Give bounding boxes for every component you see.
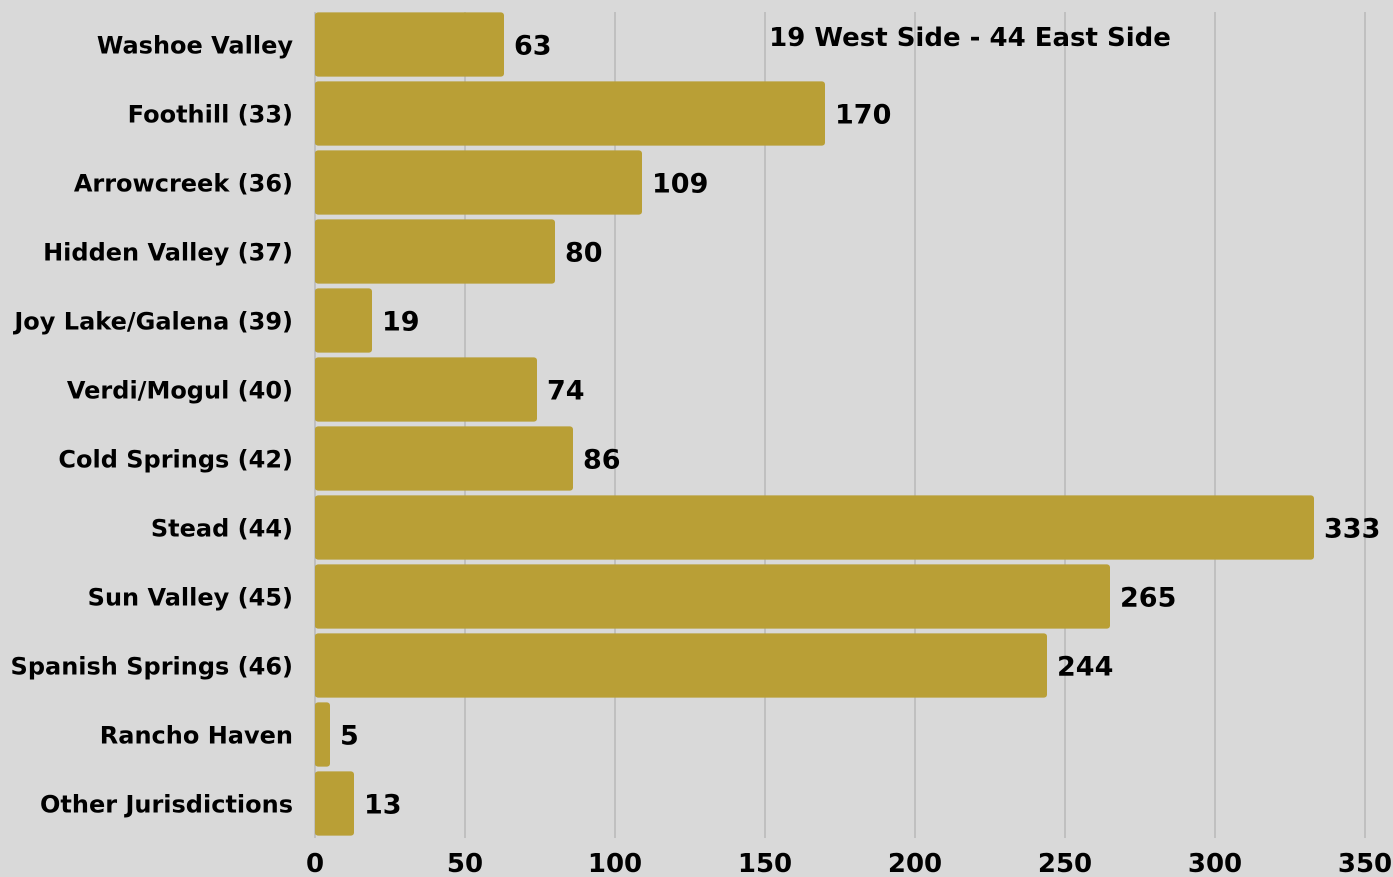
chart-annotation: 19 West Side - 44 East Side [769, 23, 1171, 53]
data-label: 244 [1057, 652, 1113, 683]
gridlines [314, 12, 1366, 838]
category-label: Verdi/Mogul (40) [67, 377, 293, 405]
category-label: Sun Valley (45) [88, 584, 293, 612]
bar [315, 633, 1047, 698]
x-axis-ticks: 0 50 100 150 200 250 300 350 [306, 849, 1392, 877]
category-label: Arrowcreek (36) [74, 170, 293, 198]
bar [315, 357, 537, 422]
x-tick-label: 300 [1188, 849, 1242, 877]
data-label: 5 [340, 721, 359, 752]
value-labels: 63 170 109 80 19 74 86 333 265 244 5 13 [340, 31, 1380, 821]
bar [315, 12, 504, 77]
bar [315, 288, 372, 353]
category-label: Hidden Valley (37) [43, 239, 293, 267]
x-tick-label: 50 [447, 849, 483, 877]
x-tick-label: 150 [738, 849, 792, 877]
data-label: 86 [583, 445, 621, 476]
bar [315, 219, 555, 284]
x-tick-label: 350 [1338, 849, 1392, 877]
data-label: 19 [382, 307, 420, 338]
category-label: Foothill (33) [128, 101, 293, 129]
data-label: 109 [652, 169, 708, 200]
category-label: Joy Lake/Galena (39) [12, 308, 293, 336]
bars [315, 12, 1314, 836]
x-tick-label: 100 [588, 849, 642, 877]
data-label: 265 [1120, 583, 1176, 614]
category-label: Stead (44) [151, 515, 293, 543]
bar [315, 150, 642, 215]
bar [315, 81, 825, 146]
bar [315, 495, 1314, 560]
data-label: 13 [364, 790, 402, 821]
data-label: 63 [514, 31, 552, 62]
category-labels: Washoe Valley Foothill (33) Arrowcreek (36… [11, 32, 294, 819]
data-label: 333 [1324, 514, 1380, 545]
data-label: 170 [835, 100, 891, 131]
x-tick-label: 250 [1038, 849, 1092, 877]
bar [315, 426, 573, 491]
category-label: Spanish Springs (46) [11, 653, 293, 681]
category-label: Cold Springs (42) [58, 446, 293, 474]
x-tick-label: 200 [888, 849, 942, 877]
category-label: Other Jurisdictions [40, 791, 293, 819]
x-tick-label: 0 [306, 849, 324, 877]
bar [315, 771, 354, 836]
category-label: Rancho Haven [100, 722, 293, 750]
bar [315, 702, 330, 767]
bar [315, 564, 1110, 629]
data-label: 74 [547, 376, 585, 407]
category-label: Washoe Valley [97, 32, 293, 60]
data-label: 80 [565, 238, 603, 269]
